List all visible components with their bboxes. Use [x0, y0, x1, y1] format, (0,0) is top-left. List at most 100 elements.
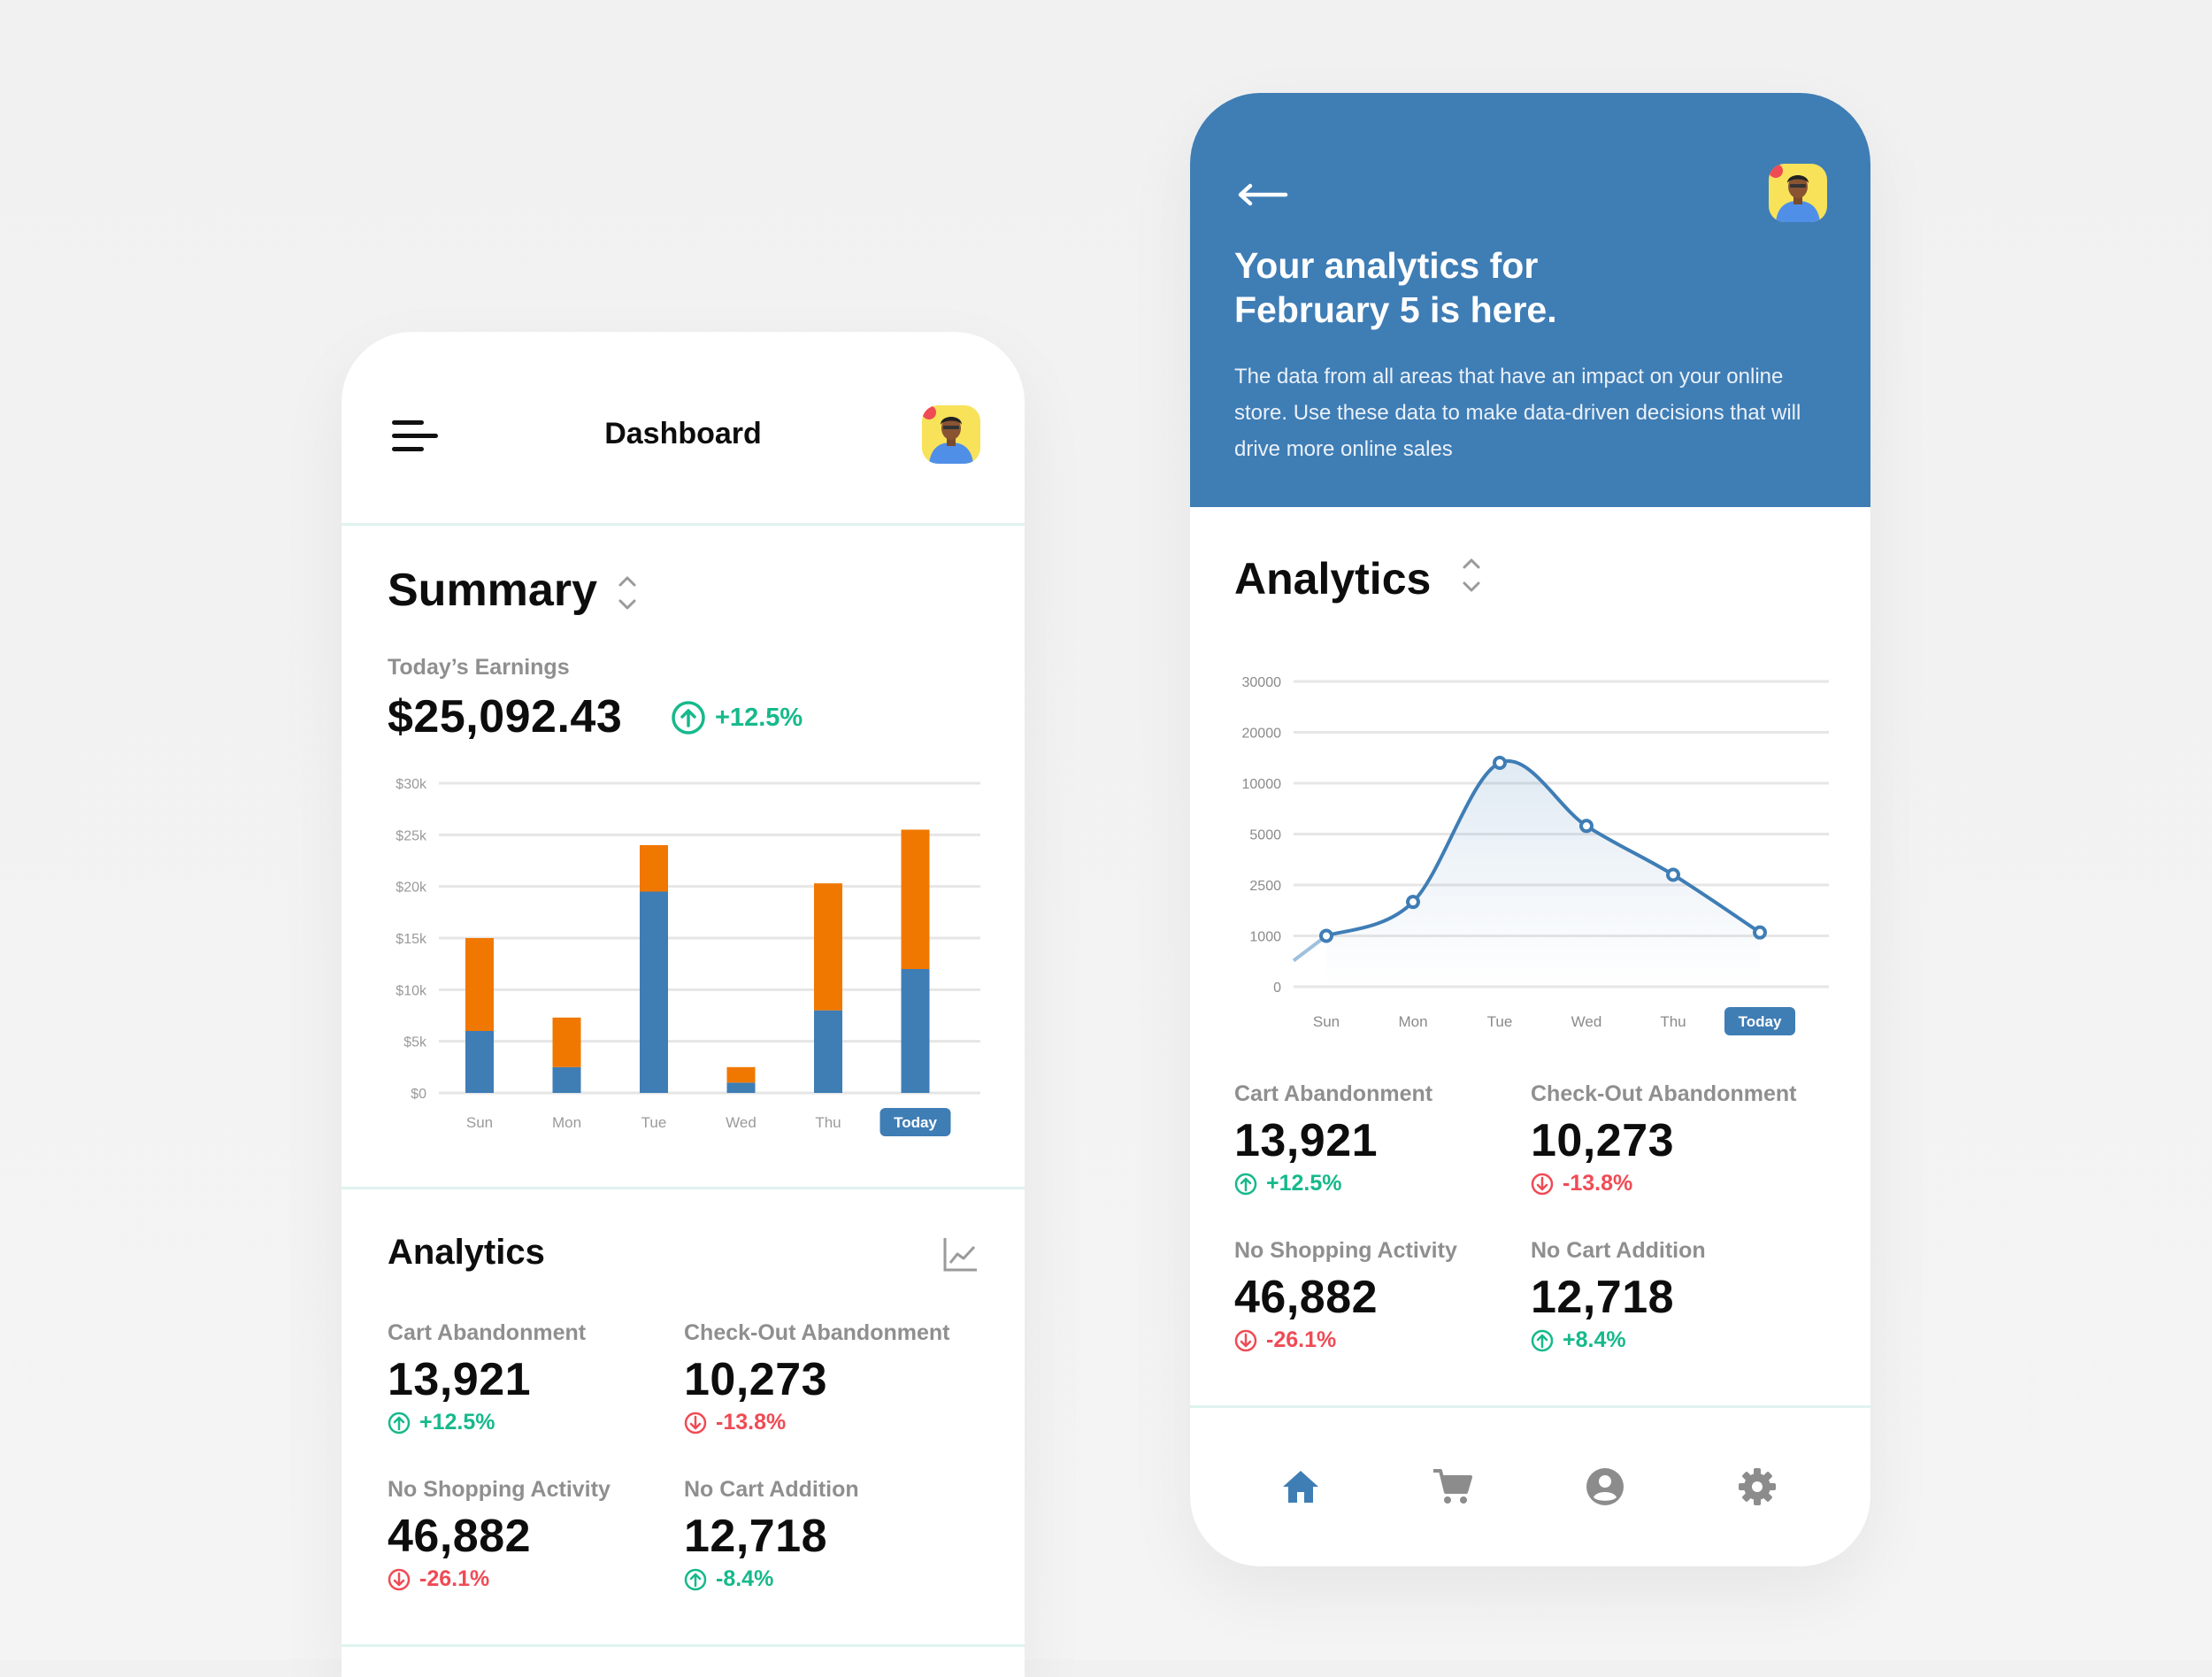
stat-card: No Shopping Activity 46,882 -26.1% — [388, 1477, 611, 1592]
settings-icon[interactable] — [1735, 1465, 1779, 1509]
stat-card: Cart Abandonment 13,921 +12.5% — [388, 1320, 586, 1435]
bar-segment[interactable] — [465, 938, 494, 1031]
arrow-up-circle-icon — [1531, 1329, 1554, 1351]
bar-segment[interactable] — [640, 845, 668, 892]
stat-card: No Shopping Activity 46,882 -26.1% — [1234, 1238, 1457, 1353]
x-tick-label: Tue — [641, 1114, 667, 1131]
stat-label: No Shopping Activity — [388, 1477, 611, 1502]
avatar-person-icon — [929, 417, 973, 464]
x-tick-highlight[interactable] — [1724, 1007, 1795, 1035]
bar-segment[interactable] — [552, 1017, 581, 1067]
stat-delta-text: -8.4% — [716, 1566, 774, 1591]
bar-segment[interactable] — [814, 883, 842, 1011]
y-tick-label: 20000 — [1242, 727, 1282, 742]
notification-dot — [1769, 164, 1783, 178]
bar-segment[interactable] — [901, 829, 930, 970]
bottom-navigation — [1190, 1405, 1870, 1566]
x-tick-label: Tue — [1487, 1013, 1513, 1030]
stat-card: No Cart Addition 12,718 -8.4% — [684, 1477, 859, 1592]
y-tick-label: 10000 — [1242, 777, 1282, 792]
arrow-down-circle-icon — [388, 1568, 411, 1590]
earnings-delta: +12.5% — [671, 700, 803, 735]
bar-segment[interactable] — [640, 891, 668, 1094]
page-title: Dashboard — [604, 417, 762, 450]
stat-value: 10,273 — [684, 1354, 828, 1405]
stat-value: 13,921 — [1234, 1115, 1379, 1166]
line-point[interactable] — [1666, 867, 1680, 882]
analytics-screen: Your analytics for February 5 is here. T… — [1190, 93, 1870, 1566]
arrow-down-circle-icon — [684, 1412, 707, 1434]
earnings-value: $25,092.43 — [388, 691, 623, 742]
arrow-up-circle-icon — [388, 1412, 411, 1434]
analytics-title: Analytics — [388, 1233, 545, 1272]
line-chart-icon[interactable] — [941, 1235, 980, 1273]
stat-delta: -8.4% — [684, 1566, 859, 1592]
x-tick-label: Mon — [552, 1114, 581, 1131]
stat-delta: +8.4% — [1531, 1327, 1706, 1353]
notification-dot — [922, 405, 936, 419]
y-tick-label: 2500 — [1249, 879, 1281, 894]
stat-delta: -13.8% — [1531, 1171, 1796, 1196]
stat-delta-text: +8.4% — [1563, 1327, 1626, 1352]
line-area-fill — [1326, 760, 1760, 987]
header-description: The data from all areas that have an imp… — [1234, 365, 1801, 461]
bar-segment[interactable] — [465, 1031, 494, 1093]
sort-toggle-icon[interactable] — [618, 573, 637, 613]
bar-segment[interactable] — [552, 1066, 581, 1093]
summary-title: Summary — [388, 565, 597, 616]
arrow-up-circle-icon — [1234, 1173, 1257, 1195]
stat-delta: -13.8% — [684, 1410, 949, 1435]
header-title: Your analytics for February 5 is here. — [1234, 243, 1730, 332]
stat-delta-text: -26.1% — [1266, 1327, 1337, 1352]
y-tick-label: $20k — [396, 881, 427, 896]
bar-segment[interactable] — [726, 1082, 756, 1093]
stat-label: No Cart Addition — [684, 1477, 859, 1502]
bar-segment[interactable] — [814, 1010, 842, 1093]
x-tick-highlight[interactable] — [879, 1108, 951, 1136]
earnings-delta-text: +12.5% — [715, 703, 803, 732]
stat-delta-text: -13.8% — [716, 1410, 787, 1435]
y-tick-label: 0 — [1273, 981, 1281, 996]
line-point[interactable] — [1406, 895, 1420, 910]
stat-label: Cart Abandonment — [1234, 1081, 1433, 1106]
stat-label: Check-Out Abandonment — [684, 1320, 950, 1345]
y-tick-label: $0 — [411, 1087, 426, 1102]
profile-icon[interactable] — [1583, 1465, 1627, 1509]
stat-delta: +12.5% — [1234, 1171, 1432, 1196]
avatar-person-icon — [1776, 175, 1820, 222]
analytics-line-chart: 0 1000 2500 5000 10000 20000 30000 Sun Mon Tue Wed… — [1242, 675, 1829, 1035]
line-point[interactable] — [1579, 819, 1594, 834]
y-tick-label: 5000 — [1249, 828, 1281, 843]
x-tick-label: Sun — [1313, 1013, 1340, 1030]
y-tick-label: $25k — [396, 828, 427, 843]
stat-value: 12,718 — [1531, 1272, 1675, 1323]
stat-delta-text: -13.8% — [1563, 1171, 1633, 1196]
line-point[interactable] — [1753, 925, 1767, 940]
y-tick-label: 30000 — [1242, 675, 1282, 690]
user-avatar[interactable] — [922, 405, 980, 464]
dashboard-header: Dashboard — [342, 332, 1025, 526]
stat-value: 46,882 — [388, 1511, 532, 1562]
stat-card: No Cart Addition 12,718 +8.4% — [1531, 1238, 1706, 1353]
stat-delta-text: +12.5% — [419, 1410, 495, 1435]
cart-icon[interactable] — [1431, 1465, 1475, 1509]
stat-value: 12,718 — [684, 1511, 828, 1562]
x-tick-label: Sun — [466, 1114, 493, 1131]
x-tick-label: Thu — [1660, 1013, 1686, 1030]
sort-toggle-icon[interactable] — [1462, 555, 1481, 596]
section-divider — [342, 1644, 1025, 1647]
bar-segment[interactable] — [726, 1066, 756, 1083]
earnings-label: Today’s Earnings — [388, 655, 570, 680]
line-point[interactable] — [1319, 928, 1333, 943]
stat-value: 10,273 — [1531, 1115, 1675, 1166]
home-icon[interactable] — [1279, 1465, 1323, 1509]
stat-delta: +12.5% — [388, 1410, 586, 1435]
x-tick-label: Today — [894, 1114, 937, 1131]
y-tick-label: $30k — [396, 777, 427, 792]
bar-segment[interactable] — [901, 969, 930, 1093]
hamburger-menu-icon[interactable] — [392, 420, 438, 452]
line-point[interactable] — [1493, 756, 1507, 770]
dashboard-screen: Dashboard Summary Today’s Earnings $25,0… — [342, 332, 1025, 1677]
user-avatar[interactable] — [1769, 164, 1827, 222]
back-arrow-icon[interactable] — [1236, 183, 1289, 206]
